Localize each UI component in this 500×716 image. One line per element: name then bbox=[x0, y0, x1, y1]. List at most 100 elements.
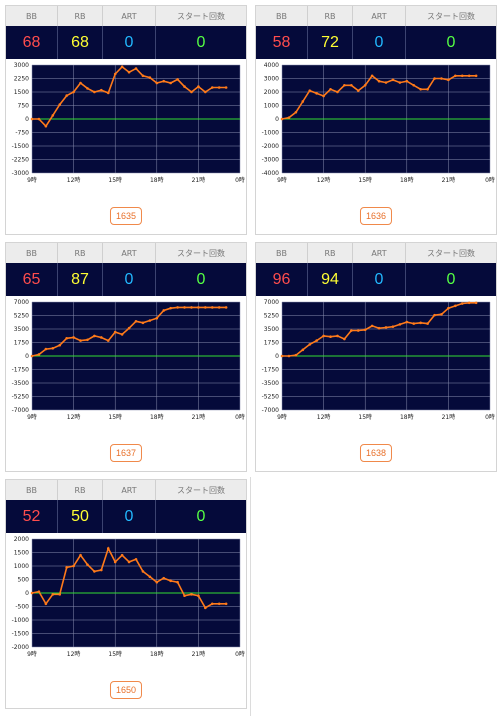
x-tick-label: 9時 bbox=[27, 413, 37, 421]
art-count: 0 bbox=[102, 500, 156, 533]
data-point bbox=[384, 81, 388, 84]
data-point bbox=[384, 326, 388, 329]
data-point bbox=[343, 83, 346, 87]
data-point bbox=[440, 313, 443, 316]
rb-header: RB bbox=[307, 243, 353, 263]
y-tick-label: -500 bbox=[15, 604, 29, 611]
data-point bbox=[44, 124, 48, 128]
x-tick-label: 15時 bbox=[108, 176, 122, 184]
machine-number-button[interactable]: 1635 bbox=[109, 207, 143, 225]
data-point bbox=[217, 602, 221, 606]
data-point bbox=[176, 78, 179, 81]
stats-value-row: 65 87 0 0 bbox=[6, 263, 246, 296]
x-tick-label: 9時 bbox=[277, 413, 287, 421]
data-point bbox=[217, 306, 221, 309]
data-point bbox=[454, 74, 457, 78]
data-point bbox=[86, 338, 89, 342]
start-count: 0 bbox=[405, 263, 496, 296]
column-divider bbox=[250, 477, 251, 716]
data-point bbox=[58, 103, 62, 106]
stats-header-row: BB RB ART スタート回数 bbox=[6, 6, 246, 26]
data-point bbox=[79, 553, 82, 557]
data-point bbox=[106, 91, 110, 95]
x-tick-label: 0時 bbox=[235, 650, 245, 658]
machine-card: BB RB ART スタート回数 58 72 0 0 4000 3000 2000 1… bbox=[255, 5, 497, 235]
data-point bbox=[322, 334, 325, 338]
data-point bbox=[190, 593, 193, 596]
data-point bbox=[44, 347, 48, 351]
data-point bbox=[343, 337, 346, 341]
data-point bbox=[204, 606, 207, 610]
y-tick-label: 2250 bbox=[14, 76, 29, 83]
data-point bbox=[280, 117, 284, 121]
data-point bbox=[210, 86, 214, 89]
y-tick-label: 1750 bbox=[264, 340, 279, 347]
y-tick-label: 7000 bbox=[14, 299, 29, 306]
data-point bbox=[224, 86, 228, 89]
bb-header: BB bbox=[256, 6, 308, 26]
data-point bbox=[370, 74, 374, 78]
rb-count: 72 bbox=[307, 26, 353, 59]
y-tick-label: 3500 bbox=[264, 326, 279, 333]
x-tick-label: 12時 bbox=[317, 176, 331, 184]
machine-number-button[interactable]: 1650 bbox=[109, 681, 143, 699]
x-tick-label: 21時 bbox=[442, 413, 456, 421]
art-header: ART bbox=[102, 6, 156, 26]
machine-number-button[interactable]: 1638 bbox=[359, 444, 393, 462]
x-tick-label: 18時 bbox=[400, 413, 414, 421]
data-point bbox=[86, 87, 89, 90]
art-header: ART bbox=[352, 6, 406, 26]
x-tick-label: 21時 bbox=[192, 650, 206, 658]
data-point bbox=[336, 90, 339, 94]
data-point bbox=[141, 74, 145, 78]
bb-header: BB bbox=[6, 480, 58, 500]
start-header: スタート回数 bbox=[155, 480, 246, 500]
y-tick-label: -3000 bbox=[262, 157, 280, 164]
data-point bbox=[315, 339, 318, 342]
rb-header: RB bbox=[57, 6, 103, 26]
data-point bbox=[183, 594, 186, 597]
data-point bbox=[65, 336, 68, 340]
x-tick-label: 18時 bbox=[150, 176, 164, 184]
machine-number-button[interactable]: 1637 bbox=[109, 444, 143, 462]
data-point bbox=[224, 306, 228, 309]
bb-header: BB bbox=[6, 243, 58, 263]
data-point bbox=[398, 81, 402, 84]
data-point bbox=[474, 301, 478, 305]
machine-number-button[interactable]: 1636 bbox=[359, 207, 393, 225]
y-tick-label: -1500 bbox=[12, 631, 30, 638]
data-point bbox=[474, 74, 478, 78]
data-point bbox=[308, 343, 312, 346]
stats-header-row: BB RB ART スタート回数 bbox=[256, 243, 496, 263]
data-point bbox=[336, 334, 339, 338]
y-tick-label: 1500 bbox=[14, 89, 29, 96]
y-tick-label: 2000 bbox=[14, 536, 29, 543]
y-tick-label: -2250 bbox=[12, 157, 30, 164]
data-point bbox=[377, 79, 381, 83]
data-point bbox=[447, 78, 450, 82]
data-point bbox=[460, 74, 464, 78]
x-tick-label: 15時 bbox=[108, 650, 122, 658]
x-tick-label: 9時 bbox=[277, 176, 287, 184]
y-tick-label: 0 bbox=[25, 116, 29, 123]
rb-count: 68 bbox=[57, 26, 103, 59]
data-point bbox=[329, 335, 332, 339]
data-point bbox=[106, 547, 110, 550]
data-point bbox=[86, 563, 89, 566]
y-tick-label: 0 bbox=[275, 353, 279, 360]
y-tick-label: -4000 bbox=[262, 170, 280, 177]
y-tick-label: 500 bbox=[18, 577, 30, 584]
y-tick-label: -5250 bbox=[262, 394, 280, 401]
data-point bbox=[224, 602, 228, 606]
x-tick-label: 18時 bbox=[150, 413, 164, 421]
bb-header: BB bbox=[6, 6, 58, 26]
rb-count: 50 bbox=[57, 500, 103, 533]
x-tick-label: 12時 bbox=[317, 413, 331, 421]
rb-header: RB bbox=[57, 480, 103, 500]
x-tick-label: 15時 bbox=[108, 413, 122, 421]
data-point bbox=[280, 354, 284, 358]
stats-header-row: BB RB ART スタート回数 bbox=[256, 6, 496, 26]
